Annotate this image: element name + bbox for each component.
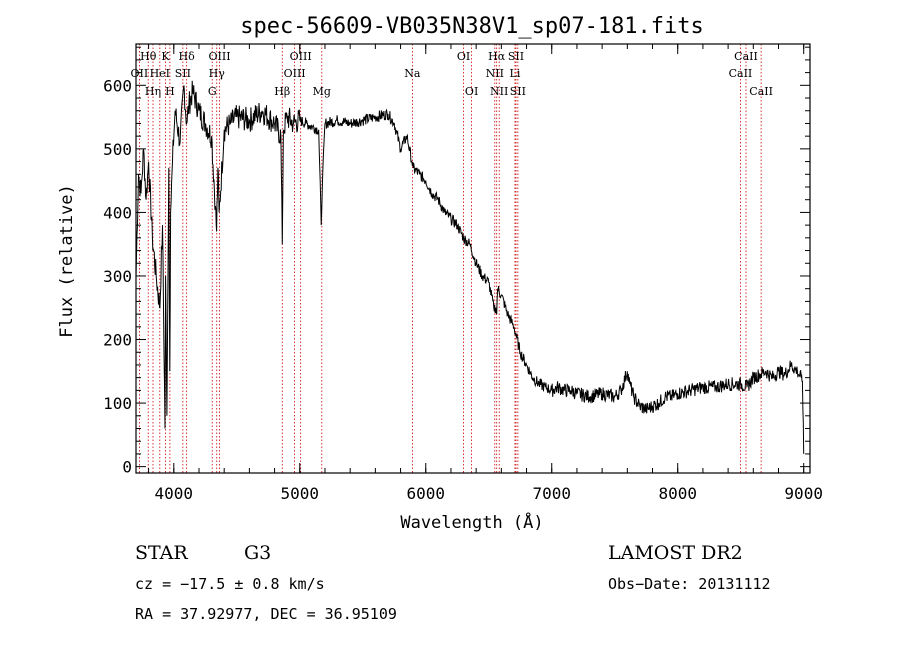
line-label: H	[165, 85, 175, 98]
line-label: Hα	[488, 50, 506, 63]
line-label: Hθ	[140, 50, 157, 63]
line-label: Hγ	[209, 67, 226, 80]
line-label: SII	[508, 50, 524, 63]
coordinates-text: RA = 37.92977, DEC = 36.95109	[135, 605, 397, 623]
line-label: OI	[457, 50, 470, 63]
line-label: Na	[404, 67, 421, 80]
x-tick-label: 7000	[532, 484, 571, 503]
line-label: OIII	[284, 67, 306, 80]
y-tick-label: 600	[103, 76, 132, 95]
line-label: SII	[510, 85, 526, 98]
y-tick-label: 200	[103, 331, 132, 350]
x-axis: 4000 5000 6000 7000 8000 9000	[148, 44, 823, 503]
redshift-text: cz = −17.5 ± 0.8 km/s	[135, 575, 325, 593]
x-axis-title: Wavelength (Å)	[400, 511, 543, 533]
y-tick-label: 0	[122, 458, 132, 477]
line-label: OI	[465, 85, 478, 98]
line-label: K	[161, 50, 170, 63]
y-tick-label: 100	[103, 394, 132, 413]
line-label: HeI	[150, 67, 170, 80]
x-tick-label: 5000	[281, 484, 320, 503]
y-axis: 0 100 200 300 400 500 600	[103, 46, 810, 477]
line-label: OII	[131, 67, 149, 80]
obs-date-text: Obs−Date: 20131112	[608, 575, 771, 593]
x-tick-label: 6000	[406, 484, 445, 503]
y-tick-label: 300	[103, 267, 132, 286]
spectral-line-markers	[139, 44, 762, 473]
spectrum-line	[135, 80, 805, 454]
line-label: Hδ	[179, 50, 196, 63]
y-tick-label: 400	[103, 203, 132, 222]
plot-frame	[135, 43, 811, 474]
survey-name: LAMOST DR2	[608, 542, 743, 564]
object-class: STAR	[135, 542, 188, 564]
line-label: Mg	[313, 85, 331, 98]
line-label: NII	[486, 67, 504, 80]
object-subclass: G3	[244, 542, 271, 564]
line-label: OIII	[208, 50, 230, 63]
line-label: CaII	[734, 50, 758, 63]
x-tick-label: 4000	[155, 484, 194, 503]
line-label: OIII	[290, 50, 312, 63]
chart-title: spec-56609-VB035N38V1_sp07-181.fits	[240, 14, 704, 39]
line-label: CaII	[749, 85, 773, 98]
y-tick-label: 500	[103, 140, 132, 159]
line-label: Li	[510, 67, 521, 80]
line-label: CaII	[729, 67, 753, 80]
spectral-line-labels: Hθ OII Hη HeI K H Hδ SII OIII Hγ G Hβ OIII OIII Mg Na OI…	[131, 50, 773, 98]
line-label: Hβ	[274, 85, 290, 98]
line-label: G	[208, 85, 217, 98]
x-tick-label: 8000	[658, 484, 697, 503]
y-axis-title: Flux (relative)	[57, 184, 77, 338]
line-label: SII	[175, 67, 191, 80]
x-tick-label: 9000	[784, 484, 823, 503]
line-label: NII	[490, 85, 508, 98]
line-label: Hη	[145, 85, 161, 98]
